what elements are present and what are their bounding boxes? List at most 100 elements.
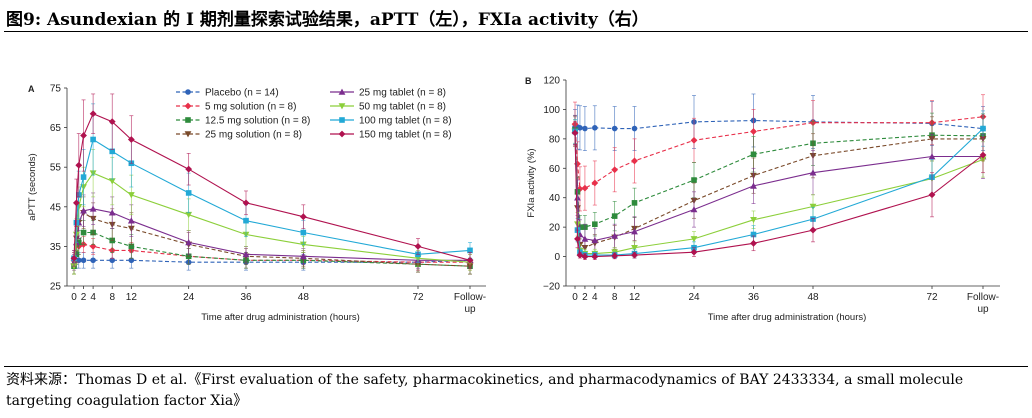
legend-label: 150 mg tablet (n = 8) — [359, 130, 452, 141]
legend-label: Placebo (n = 14) — [205, 88, 279, 99]
panel-letter: B — [525, 76, 532, 86]
data-point — [108, 178, 116, 185]
data-point — [185, 239, 193, 246]
data-point — [108, 209, 116, 216]
series-2 — [571, 94, 987, 212]
data-point — [109, 148, 116, 155]
data-point — [592, 125, 598, 131]
data-point — [80, 229, 87, 236]
data-point — [591, 253, 599, 260]
data-point — [809, 226, 817, 234]
data-point — [89, 205, 97, 212]
legend-label: 5 mg solution (n = 8) — [205, 102, 296, 113]
data-point — [690, 248, 698, 256]
data-point — [185, 211, 193, 219]
data-point — [631, 125, 638, 132]
data-point — [128, 257, 135, 264]
data-point — [750, 216, 757, 224]
series-8 — [571, 120, 987, 260]
data-point — [611, 213, 618, 219]
x-tick-label: 12 — [126, 292, 138, 303]
data-point — [571, 129, 579, 137]
legend-marker — [184, 102, 192, 110]
data-point — [185, 165, 193, 173]
x-tick-label: 4 — [90, 292, 96, 303]
data-point — [631, 251, 638, 259]
legend-item: 25 mg solution (n = 8) — [176, 130, 302, 141]
series-line — [574, 128, 984, 256]
x-tick-label: 4 — [592, 292, 598, 303]
data-point — [611, 232, 619, 239]
legend-marker — [339, 117, 345, 123]
data-point — [631, 200, 638, 206]
data-point — [591, 236, 599, 244]
legend-item: 5 mg solution (n = 8) — [176, 102, 296, 113]
y-tick-label: 120 — [543, 76, 560, 87]
legend-marker — [338, 103, 346, 110]
data-point — [592, 221, 598, 227]
legend-marker — [185, 89, 191, 95]
data-point — [631, 244, 638, 252]
y-tick-label: 60 — [549, 164, 561, 175]
legend-item: 50 mg tablet (n = 8) — [330, 102, 446, 113]
x-tick-label: 48 — [298, 292, 310, 303]
data-point — [128, 243, 135, 250]
x-tick-label: 8 — [612, 292, 618, 303]
data-point — [631, 228, 638, 235]
data-point — [577, 125, 583, 131]
x-tick-label: 72 — [412, 292, 424, 303]
x-tick-label: 24 — [688, 292, 700, 303]
series-line — [574, 116, 984, 190]
data-point — [980, 125, 986, 132]
data-point — [809, 169, 817, 176]
bottom-rule — [4, 366, 1028, 367]
data-point — [750, 128, 757, 135]
series-line — [574, 131, 983, 249]
data-point — [631, 157, 638, 165]
x-tick-label: 48 — [807, 292, 819, 303]
figure-title: 图9: Asundexian 的 I 期剂量探索试验结果，aPTT（左），FXI… — [6, 10, 649, 30]
data-point — [576, 251, 584, 259]
series-line — [574, 129, 984, 228]
data-point — [809, 203, 817, 210]
series-line — [574, 129, 983, 241]
y-tick-label: 65 — [50, 123, 62, 134]
x-axis-label: Time after drug administration (hours) — [201, 312, 360, 323]
data-point — [690, 136, 698, 144]
x-tick-label: up — [977, 304, 989, 315]
x-tick-label: 2 — [81, 292, 87, 303]
series-line — [73, 208, 470, 263]
y-tick-label: 100 — [543, 105, 560, 116]
legend-label: 100 mg tablet (n = 8) — [359, 116, 452, 127]
data-point — [691, 177, 697, 183]
legend-marker — [185, 117, 191, 123]
series-line — [73, 172, 471, 267]
legend-item: 12.5 mg solution (n = 8) — [176, 116, 310, 127]
data-point — [467, 247, 473, 254]
data-point — [574, 194, 581, 201]
data-point — [928, 153, 936, 160]
data-point — [750, 182, 757, 189]
y-axis-label: aPTT (seconds) — [27, 153, 38, 220]
data-point — [611, 166, 619, 174]
data-point — [127, 217, 135, 224]
x-tick-label: Follow- — [967, 292, 999, 303]
x-tick-label: Follow- — [454, 292, 486, 303]
series-line — [74, 259, 471, 263]
x-tick-label: 36 — [240, 292, 252, 303]
data-point — [300, 229, 307, 236]
legend-marker — [184, 131, 192, 138]
data-point — [90, 136, 96, 143]
data-point — [750, 151, 757, 158]
data-point — [75, 161, 83, 169]
legend-label: 25 mg tablet (n = 8) — [359, 88, 446, 99]
data-point — [127, 136, 135, 143]
data-point — [928, 191, 936, 199]
y-tick-label: 80 — [549, 134, 561, 145]
x-tick-label: 2 — [582, 292, 588, 303]
series-line — [73, 112, 471, 261]
data-point — [80, 174, 87, 180]
data-point — [185, 190, 192, 196]
